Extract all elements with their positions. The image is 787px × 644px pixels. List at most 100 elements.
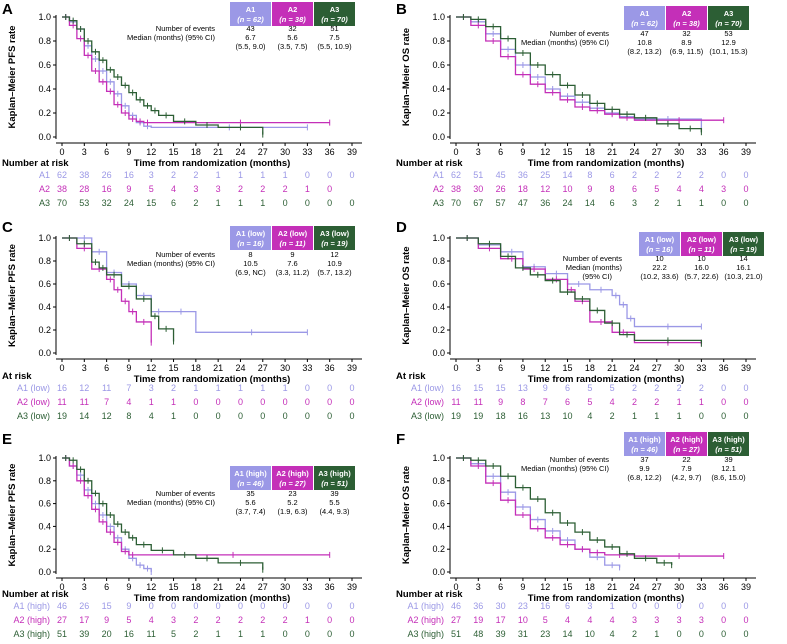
risk-cell: 2 xyxy=(677,383,682,393)
risk-cell: 0 xyxy=(260,397,265,407)
ci-value: (10.3, 21.0) xyxy=(724,272,763,281)
risk-cell: 1 xyxy=(260,629,265,639)
risk-cell: 4 xyxy=(610,397,615,407)
x-tick-label: 6 xyxy=(104,147,109,157)
risk-cell: 0 xyxy=(216,601,221,611)
median-value: 12.9 xyxy=(721,38,736,47)
risk-cell: 0 xyxy=(743,601,748,611)
risk-row-label: A1 (low) xyxy=(17,383,50,393)
risk-cell: 4 xyxy=(149,411,154,421)
risk-row-label: A2 xyxy=(433,184,444,194)
risk-cell: 5 xyxy=(587,397,592,407)
median-value: 6.7 xyxy=(245,33,255,42)
y-tick-label: 0.4 xyxy=(38,84,51,94)
risk-cell: 23 xyxy=(540,629,550,639)
legend-group-n: (n = 27) xyxy=(673,445,700,454)
risk-cell: 0 xyxy=(283,198,288,208)
risk-cell: 14 xyxy=(585,198,595,208)
risk-row-label: A2 (high) xyxy=(407,615,444,625)
y-tick-label: 0.2 xyxy=(432,544,445,554)
risk-cell: 1 xyxy=(193,383,198,393)
risk-cell: 1 xyxy=(305,184,310,194)
risk-cell: 3 xyxy=(171,615,176,625)
risk-cell: 0 xyxy=(327,170,332,180)
y-axis-title: Kaplan–Meier PFS rate xyxy=(7,464,18,567)
risk-cell: 0 xyxy=(260,411,265,421)
risk-cell: 4 xyxy=(677,184,682,194)
risk-cell: 1 xyxy=(632,411,637,421)
legend-box-a1 xyxy=(230,466,271,490)
legend-group-n: (n = 46) xyxy=(237,479,264,488)
events-value: 47 xyxy=(640,29,648,38)
legend-group-label: A2 xyxy=(288,5,298,14)
risk-cell: 0 xyxy=(305,411,310,421)
legend-box-a3 xyxy=(708,432,749,456)
x-tick-label: 9 xyxy=(520,363,525,373)
risk-cell: 0 xyxy=(327,184,332,194)
ci-value: (6.9, 11.5) xyxy=(670,47,704,56)
x-tick-label: 18 xyxy=(191,582,201,592)
risk-cell: 19 xyxy=(473,411,483,421)
risk-cell: 1 xyxy=(260,383,265,393)
risk-cell: 3 xyxy=(632,198,637,208)
ci-value: (3.5, 7.5) xyxy=(277,42,308,51)
x-tick-label: 6 xyxy=(104,363,109,373)
risk-cell: 2 xyxy=(632,383,637,393)
risk-cell: 5 xyxy=(610,383,615,393)
x-tick-label: 39 xyxy=(741,147,751,157)
risk-cell: 12 xyxy=(102,411,112,421)
risk-cell: 9 xyxy=(543,383,548,393)
risk-cell: 11 xyxy=(474,397,483,407)
risk-table-header: Number at risk xyxy=(2,589,69,600)
risk-cell: 0 xyxy=(721,615,726,625)
x-tick-label: 12 xyxy=(540,582,550,592)
x-tick-label: 33 xyxy=(696,363,706,373)
x-tick-label: 15 xyxy=(169,363,179,373)
risk-cell: 8 xyxy=(610,184,615,194)
events-value: 51 xyxy=(330,24,338,33)
risk-table-header: Number at risk xyxy=(2,158,69,169)
x-tick-label: 24 xyxy=(235,363,245,373)
y-axis-title: Kaplan–Meier OS rate xyxy=(401,246,412,344)
y-axis-title: Kaplan–Meier OS rate xyxy=(401,28,412,126)
legend-group-n: (n = 70) xyxy=(321,15,348,24)
panel-letter: D xyxy=(396,219,407,236)
risk-cell: 0 xyxy=(260,601,265,611)
ci-value: (6.9, NC) xyxy=(235,268,266,277)
x-axis-title: Time from randomization (months) xyxy=(134,593,291,604)
ci-value: (3.7, 7.4) xyxy=(235,507,266,516)
events-value: 23 xyxy=(288,489,296,498)
y-tick-label: 0.8 xyxy=(432,256,445,266)
panel-d: D 0.0 0.2 0.4 0.6 0.8 1.0 0 3 6 9 12 15 18 21 24 27 30 33 3… xyxy=(394,218,787,428)
risk-cell: 4 xyxy=(587,615,592,625)
risk-cell: 18 xyxy=(518,184,528,194)
x-tick-label: 24 xyxy=(235,147,245,157)
y-tick-label: 0.0 xyxy=(432,132,445,142)
events-value: 37 xyxy=(640,455,648,464)
risk-cell: 0 xyxy=(305,198,310,208)
survival-curve-a3 xyxy=(62,16,264,135)
x-tick-label: 39 xyxy=(347,363,357,373)
legend-group-label: A3 xyxy=(330,5,340,14)
median-label: Median (months) (95% CI) xyxy=(127,498,215,507)
risk-cell: 4 xyxy=(587,411,592,421)
legend-group-n: (n = 46) xyxy=(631,445,658,454)
risk-cell: 2 xyxy=(193,170,198,180)
median-label: Median (months) xyxy=(566,263,623,272)
risk-cell: 11 xyxy=(57,397,66,407)
risk-cell: 0 xyxy=(349,629,354,639)
km-chart-panel-a: A0.00.20.40.60.81.00 3 6 9 12 15 18 21 24 27 30 33 3… xyxy=(2,1,362,208)
events-value: 32 xyxy=(288,24,296,33)
risk-cell: 5 xyxy=(126,615,131,625)
legend-group-label: A3 xyxy=(724,9,734,18)
risk-cell: 9 xyxy=(126,184,131,194)
survival-curve-a3 xyxy=(456,237,703,344)
risk-cell: 8 xyxy=(587,170,592,180)
risk-cell: 6 xyxy=(565,383,570,393)
risk-cell: 0 xyxy=(721,629,726,639)
risk-cell: 0 xyxy=(327,601,332,611)
survival-curve-a2 xyxy=(456,457,724,557)
risk-cell: 10 xyxy=(585,629,595,639)
risk-cell: 26 xyxy=(102,170,112,180)
km-chart-panel-e: E0.00.20.40.60.81.00 3 6 9 12 15 18 21 24 27 30 33 3… xyxy=(2,431,362,639)
